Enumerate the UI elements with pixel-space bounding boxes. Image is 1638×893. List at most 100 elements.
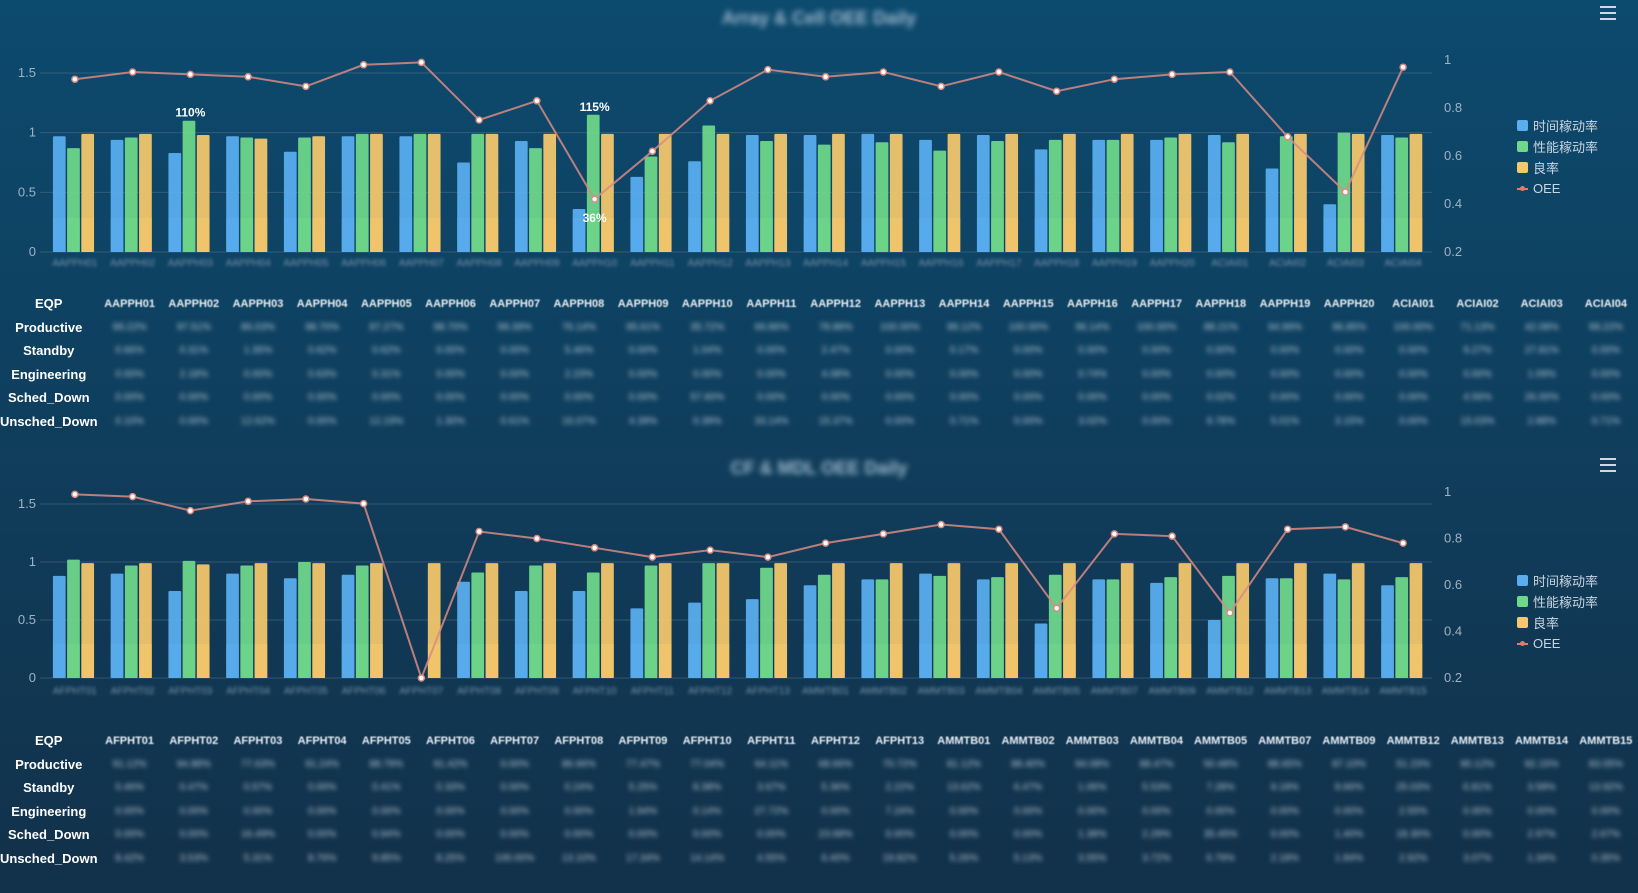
oee-table-cf-mdl: EQP AFPHT01 AFPHT02 AFPHT03 AFPHT04 AFPHT05 AF… — [0, 729, 1638, 870]
table-cell: 1.30% — [436, 415, 465, 427]
oee-point — [244, 73, 252, 81]
table-cell: 0.24% — [564, 782, 593, 794]
y2-tick-label: 1 — [1444, 484, 1451, 499]
table-cell: 0.00% — [500, 368, 529, 380]
legend-item[interactable]: 良率 — [1517, 157, 1622, 178]
bar-base — [991, 218, 1004, 252]
table-cell: 86.66% — [561, 758, 596, 770]
y2-tick-label: 0.4 — [1444, 196, 1462, 211]
bar-base — [1120, 218, 1134, 252]
bar-base — [572, 644, 586, 678]
row-label: Unsched_Down — [0, 413, 98, 429]
legend-item[interactable]: 性能稼动率 — [1517, 591, 1622, 612]
legend-item[interactable]: 时间稼动率 — [1517, 570, 1622, 591]
table-cell: 100.00% — [494, 852, 535, 864]
bar-base — [196, 644, 210, 678]
legend-item[interactable]: 时间稼动率 — [1517, 115, 1622, 136]
table-cell: 0.00% — [564, 392, 594, 404]
table-cell: 96.14% — [1075, 321, 1110, 333]
bar-base — [688, 644, 701, 678]
table-cell: 0.62% — [307, 345, 337, 357]
table-cell: 5.26% — [949, 852, 979, 864]
menu-icon[interactable] — [1600, 458, 1616, 472]
x-tick-label: AAPPH15 — [861, 258, 906, 269]
bar-base — [1351, 644, 1365, 678]
table-cell: 18.30% — [1396, 829, 1431, 841]
oee-point — [1052, 87, 1061, 95]
oee-point — [821, 73, 830, 81]
legend-item[interactable]: OEE — [1517, 178, 1622, 199]
legend-label: 性能稼动率 — [1533, 140, 1599, 155]
x-tick-label: AAPPH11 — [630, 258, 675, 269]
table-cell: 0.00% — [1014, 392, 1043, 404]
eqp-header-cell: AAPPH04 — [296, 297, 348, 310]
bar-base — [1294, 218, 1307, 252]
bar-base — [1395, 218, 1409, 252]
table-cell: 87.27% — [369, 321, 404, 333]
bar-base — [471, 644, 485, 678]
legend-item[interactable]: 性能稼动率 — [1517, 136, 1622, 157]
bar-base — [196, 218, 210, 252]
eqp-header-cell: ACIAI03 — [1520, 297, 1563, 310]
table-cell: 0.00% — [693, 368, 722, 380]
chart-legend: 时间稼动率 性能稼动率 良率 OEE — [1517, 570, 1622, 654]
bar-base — [919, 644, 932, 678]
table-cell: 5.01% — [1270, 415, 1300, 427]
table-cell: 92.15% — [1524, 758, 1559, 770]
bar-base — [52, 218, 66, 252]
table-cell: 0.00% — [115, 805, 144, 817]
bar-base — [745, 218, 759, 252]
table-cell: 0.00% — [1591, 392, 1621, 404]
eqp-header-cell: AMMTB02 — [1001, 734, 1055, 747]
table-cell: 0.00% — [500, 805, 529, 817]
oee-line — [74, 493, 1404, 681]
table-cell: 4.39% — [628, 415, 658, 427]
eqp-header-cell: AFPHT03 — [233, 734, 283, 747]
bar-base — [832, 644, 845, 678]
bar-base — [1409, 644, 1423, 678]
bar-base — [1120, 644, 1134, 678]
bar-base — [817, 218, 831, 252]
bar-base — [1063, 218, 1076, 252]
bar-base — [1323, 218, 1337, 252]
table-cell: 0.00% — [243, 392, 273, 404]
table-cell: 70.72% — [882, 758, 917, 770]
oee-point — [937, 82, 945, 91]
table-cell: 0.00% — [1142, 392, 1171, 404]
eqp-header-cell: AMMTB12 — [1386, 734, 1440, 747]
legend-item[interactable]: 良率 — [1517, 612, 1622, 633]
chart-title: Array & Cell OEE Daily — [721, 8, 917, 28]
legend-swatch-icon — [1517, 120, 1528, 131]
table-cell: 77.47% — [626, 758, 660, 770]
x-tick-label: AAPPH14 — [803, 258, 848, 269]
bar-base — [774, 218, 788, 252]
legend-item[interactable]: OEE — [1517, 633, 1622, 654]
x-tick-label: AFPHT06 — [342, 686, 386, 697]
table-cell: 2.18% — [179, 368, 208, 380]
table-cell: 0.00% — [307, 805, 337, 817]
bar-base — [702, 218, 716, 252]
x-tick-label: AAPPH07 — [399, 258, 444, 269]
bar-base — [919, 218, 932, 252]
oee-point — [71, 75, 79, 83]
table-cell: 42.08% — [1524, 321, 1559, 333]
table-cell: 100.00% — [1008, 321, 1048, 333]
table-cell: 0.00% — [115, 392, 144, 404]
bar-base — [139, 644, 152, 678]
eqp-header-cell: AFPHT05 — [361, 734, 411, 747]
bar-base — [572, 218, 586, 252]
table-cell: 0.00% — [372, 805, 401, 817]
x-tick-label: AAPPH18 — [1034, 258, 1079, 269]
table-cell: 77.63% — [240, 758, 275, 770]
x-tick-label: AMMTB01 — [802, 686, 850, 697]
y2-tick-label: 0.2 — [1444, 670, 1462, 685]
table-cell: 0.00% — [243, 805, 273, 817]
oee-point — [128, 492, 137, 501]
x-tick-label: AMMTB05 — [1033, 686, 1081, 697]
bar-base — [399, 218, 413, 252]
table-cell: 0.00% — [1270, 345, 1300, 357]
x-tick-label: AAPPH01 — [52, 258, 97, 269]
bar-base — [702, 644, 716, 678]
menu-icon[interactable] — [1600, 6, 1616, 20]
table-cell: 8.25% — [436, 852, 465, 864]
